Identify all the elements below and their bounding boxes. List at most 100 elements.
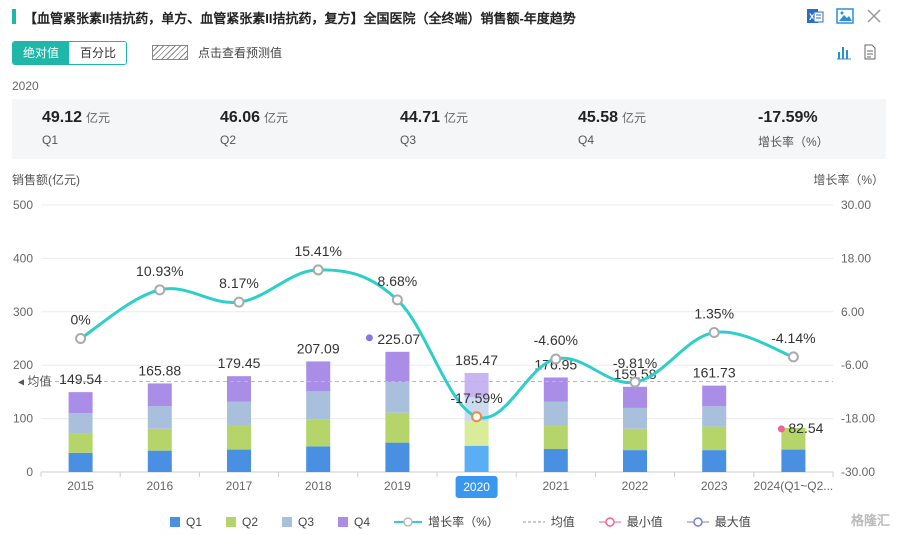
growth-label: 8.68% (378, 273, 418, 289)
bar-q2 (781, 427, 806, 450)
legend-q3[interactable]: Q3 (282, 515, 314, 529)
x-tick-label: 2022 (622, 479, 649, 493)
bar-q3 (623, 407, 647, 429)
bar-q1 (306, 446, 331, 472)
average-label: ◂ 均值 (18, 373, 51, 388)
y-axis-title: 销售额(亿元) (12, 173, 80, 187)
bar-total-label: 225.07 (377, 331, 420, 347)
y-tick-label: 300 (13, 305, 33, 319)
growth-point (708, 326, 720, 338)
value-mode-toggle: 绝对值 百分比 (12, 41, 128, 65)
legend-avg[interactable]: 均值 (522, 515, 575, 529)
growth-point (154, 284, 166, 296)
image-export-icon[interactable] (836, 7, 854, 25)
bar-chart-icon[interactable] (836, 44, 852, 65)
forecast-label: 点击查看预测值 (198, 46, 283, 60)
growth-label: 8.17% (219, 275, 259, 291)
bar-q4 (702, 385, 727, 407)
bar-total-label: 185.47 (455, 352, 498, 368)
bar-q1 (464, 445, 489, 472)
growth-line (79, 268, 794, 420)
bar-total-label: 207.09 (297, 340, 340, 356)
tab-percent[interactable]: 百分比 (69, 42, 127, 64)
bar-q4 (385, 351, 410, 383)
bar-q2 (543, 425, 568, 450)
bar-q2 (385, 412, 410, 443)
legend-min[interactable]: 最小值 (598, 513, 663, 530)
growth-label: -9.81% (613, 355, 657, 371)
bar-q1 (781, 449, 806, 472)
bar-q4 (68, 392, 93, 414)
min-marker (777, 425, 785, 433)
y2-tick-label: 30.00 (841, 198, 871, 212)
growth-point (391, 294, 403, 306)
growth-point (75, 333, 87, 344)
bar-q3 (543, 401, 568, 426)
bar-q4 (147, 383, 172, 407)
bar-q3 (147, 406, 172, 429)
x-tick-label: 2016 (146, 479, 173, 493)
growth-label: 0% (70, 312, 90, 328)
summary-year: 2020 (12, 79, 39, 93)
y2-axis-title: 增长率（%） (813, 173, 884, 187)
x-tick-label: 2021 (542, 479, 569, 493)
watermark: 格隆汇 (850, 513, 890, 528)
growth-point (471, 411, 483, 423)
forecast-toggle[interactable]: 点击查看预测值 (152, 44, 282, 61)
bar-q4 (227, 376, 251, 402)
growth-label: -17.59% (451, 390, 503, 406)
x-tick-label: 2017 (226, 479, 253, 493)
y-tick-label: 400 (13, 251, 33, 265)
y-tick-label: 200 (13, 358, 33, 372)
y-tick-label: 100 (13, 412, 33, 426)
legend-q1[interactable]: Q1 (170, 515, 202, 529)
y-tick-label: 500 (13, 198, 33, 212)
bar-total-label: 176.95 (534, 357, 577, 373)
summary-stat: 45.58 亿元 Q4 (578, 109, 647, 147)
bar-q2 (147, 428, 172, 451)
growth-point (787, 351, 799, 363)
bar-q2 (227, 425, 251, 450)
x-tick-label: 2023 (701, 479, 728, 493)
bar-q4 (464, 372, 489, 398)
growth-label: 10.93% (136, 263, 183, 279)
data-table-icon[interactable] (862, 44, 878, 65)
bar-q2 (623, 428, 647, 451)
growth-point (550, 353, 562, 365)
x-tick-label: 2019 (384, 479, 411, 493)
growth-label: 1.35% (694, 305, 734, 321)
legend-q2[interactable]: Q2 (226, 515, 258, 529)
x-tick-label: 2015 (67, 479, 94, 493)
bar-q1 (147, 450, 172, 472)
bar-total-label: 82.54 (788, 420, 823, 436)
bar-q3 (306, 391, 331, 420)
y2-tick-label: -18.00 (841, 412, 875, 426)
svg-text:X: X (809, 12, 815, 22)
summary-panel: 49.12 亿元 Q1 46.06 亿元 Q2 44.71 亿元 Q3 45.58 亿元… (12, 99, 886, 159)
tab-absolute[interactable]: 绝对值 (13, 42, 70, 64)
x-tick-label: 2020 (463, 480, 490, 494)
excel-export-icon[interactable]: X (806, 7, 824, 25)
y2-tick-label: -6.00 (841, 358, 869, 372)
bar-q1 (385, 442, 410, 472)
forecast-hatch-icon (152, 45, 188, 60)
legend-q4[interactable]: Q4 (338, 515, 370, 529)
legend-max[interactable]: 最大值 (686, 513, 751, 530)
x-tick-label: 2024(Q1~Q2... (754, 479, 834, 493)
summary-stat: 49.12 亿元 Q1 (42, 109, 111, 147)
bar-q2 (702, 426, 727, 451)
bar-total-label: 161.73 (693, 365, 736, 381)
bar-q3 (702, 406, 727, 427)
header: 【血管紧张素II拮抗药，单方、血管紧张素II拮抗药，复方】全国医院（全终端）销售… (0, 0, 898, 34)
bar-q3 (68, 413, 93, 434)
bar-q1 (68, 452, 93, 472)
close-icon[interactable] (865, 7, 883, 25)
x-tick-label: 2018 (305, 479, 332, 493)
legend-growth[interactable]: 增长率（%） (394, 513, 499, 530)
growth-label: -4.14% (771, 330, 815, 346)
chart-area: 0 100 200 300 400 500 -30.00 -18.00 -6.00 6.00 18.… (13, 198, 875, 498)
growth-label: 15.41% (294, 243, 341, 259)
growth-point (312, 264, 324, 276)
bar-q1 (623, 450, 647, 472)
bar-total-label: 149.54 (59, 371, 102, 387)
